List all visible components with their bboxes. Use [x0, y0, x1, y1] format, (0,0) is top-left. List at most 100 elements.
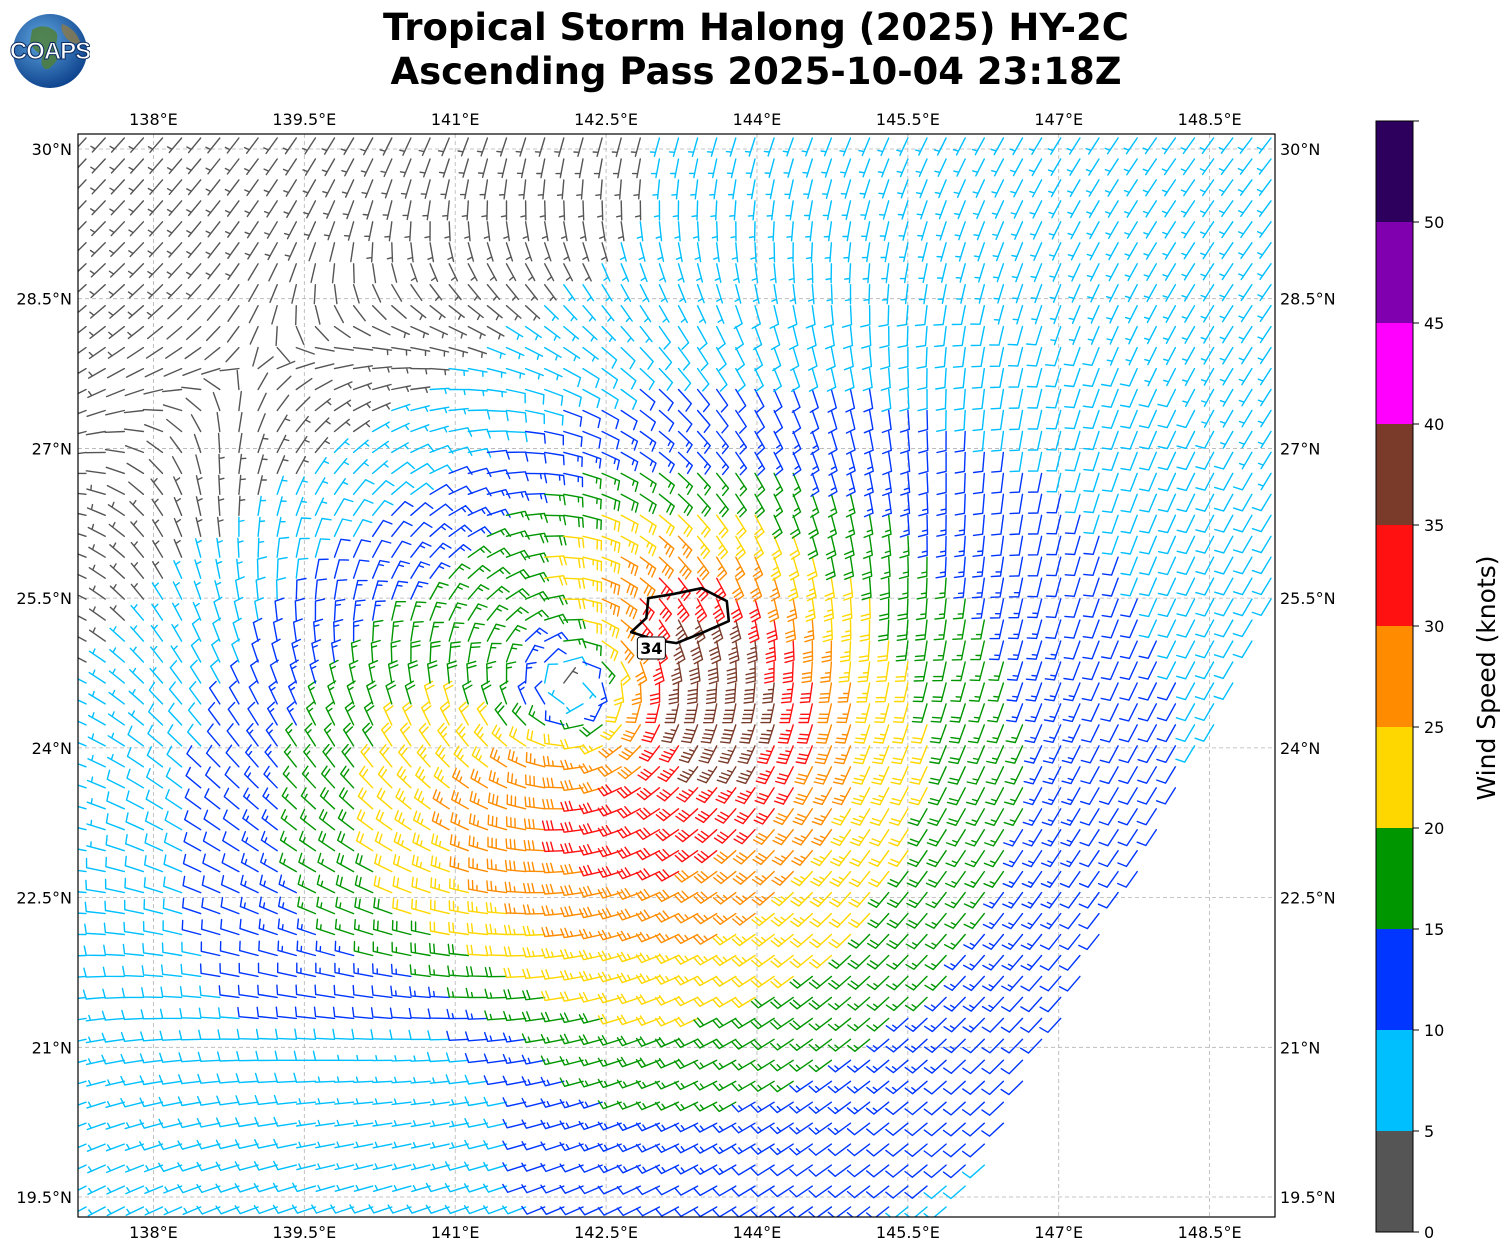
wind-barb	[1080, 745, 1100, 764]
wind-barb	[522, 968, 546, 979]
wind-barb	[125, 367, 145, 378]
wind-barb	[1137, 724, 1157, 743]
wind-barb	[895, 640, 909, 662]
wind-barb	[354, 897, 374, 915]
wind-barb	[502, 1075, 527, 1086]
wind-barb	[516, 158, 527, 179]
wind-barb	[107, 501, 125, 516]
wind-barb	[971, 577, 985, 599]
wind-barb	[692, 221, 700, 242]
wind-barb	[866, 1080, 890, 1094]
wind-barb	[578, 844, 603, 856]
wind-barb	[327, 680, 337, 705]
wind-barb	[677, 514, 693, 538]
wind-barb	[540, 1034, 565, 1044]
wind-barb	[1067, 221, 1081, 240]
wind-barb	[90, 137, 106, 153]
wind-barb	[716, 388, 729, 413]
wind-barb	[772, 346, 782, 372]
wind-barb	[712, 1080, 737, 1092]
wind-barb	[352, 619, 364, 642]
wind-barb	[332, 1006, 355, 1020]
wind-barb	[426, 1051, 450, 1063]
wind-barb	[876, 661, 890, 683]
wind-barb	[182, 853, 202, 873]
wind-barb	[391, 560, 410, 579]
wind-barb	[988, 661, 1005, 681]
wind-barb	[765, 179, 775, 200]
wind-barb	[108, 263, 125, 278]
wind-barb	[1257, 388, 1272, 407]
wind-barb	[78, 242, 87, 252]
wind-barb	[352, 519, 373, 537]
wind-barb	[1008, 367, 1024, 388]
wind-barb	[827, 1017, 852, 1031]
wind-barb	[373, 875, 393, 894]
wind-barb	[914, 305, 928, 327]
wind-barb	[429, 1120, 450, 1128]
wind-barb	[505, 284, 520, 301]
wind-barb	[235, 1095, 259, 1106]
wind-barb	[181, 941, 202, 957]
wind-barb	[506, 794, 527, 810]
wind-barb	[854, 724, 871, 744]
wind-barb	[831, 808, 852, 826]
wind-barb	[695, 787, 718, 804]
wind-barb	[130, 541, 145, 558]
wind-barb	[898, 367, 910, 391]
wind-barb	[236, 1051, 259, 1062]
wind-barb	[1219, 388, 1234, 407]
wind-barb	[293, 1072, 317, 1083]
colorbar-label: Wind Speed (knots)	[1472, 555, 1501, 800]
wind-barb	[712, 1122, 737, 1134]
wind-barb	[935, 388, 947, 411]
colorbar-frame	[1375, 120, 1414, 1233]
x-tick-label-bottom: 145.5°E	[876, 1223, 940, 1242]
wind-barb	[130, 604, 145, 621]
wind-barb	[951, 640, 966, 661]
wind-barb	[956, 284, 966, 304]
wind-barb	[843, 242, 852, 263]
wind-barb	[1019, 1038, 1043, 1054]
wind-barb	[789, 954, 813, 969]
wind-barb	[962, 996, 985, 1012]
wind-barb	[197, 1051, 221, 1062]
wind-barb	[1237, 158, 1253, 175]
wind-barb	[753, 808, 775, 825]
wind-barb	[1200, 367, 1215, 386]
wind-barb	[277, 940, 297, 957]
wind-barb	[848, 912, 871, 929]
wind-barb	[1066, 137, 1081, 155]
wind-barb	[826, 284, 833, 305]
wind-barb	[639, 367, 655, 391]
wind-barb	[128, 221, 145, 237]
wind-barb	[582, 598, 603, 614]
wind-barb	[104, 900, 125, 915]
wind-barb	[1214, 577, 1234, 596]
wind-barb	[1024, 724, 1043, 744]
wind-barb	[353, 1119, 374, 1127]
wind-barb	[90, 158, 106, 174]
wind-barb	[862, 367, 873, 392]
wind-barb	[846, 1143, 871, 1157]
wind-barb	[657, 242, 665, 262]
wind-barb	[1201, 409, 1215, 428]
wind-barb	[916, 200, 928, 220]
wind-barb	[393, 832, 412, 852]
wind-barb	[658, 409, 675, 432]
wind-barb	[1238, 242, 1253, 260]
wind-barb	[601, 263, 611, 282]
wind-barb	[1005, 745, 1024, 764]
wind-barb	[334, 1119, 355, 1127]
wind-barb	[298, 852, 317, 873]
wind-barb	[323, 722, 336, 747]
wind-barb	[360, 744, 374, 768]
wind-barb	[1176, 619, 1196, 638]
wind-barb	[467, 564, 491, 579]
wind-barb	[314, 598, 326, 621]
wind-barb	[124, 899, 145, 915]
y-tick-label-right: 30°N	[1280, 140, 1320, 159]
wind-barb	[900, 284, 909, 305]
wind-barb	[696, 493, 711, 517]
